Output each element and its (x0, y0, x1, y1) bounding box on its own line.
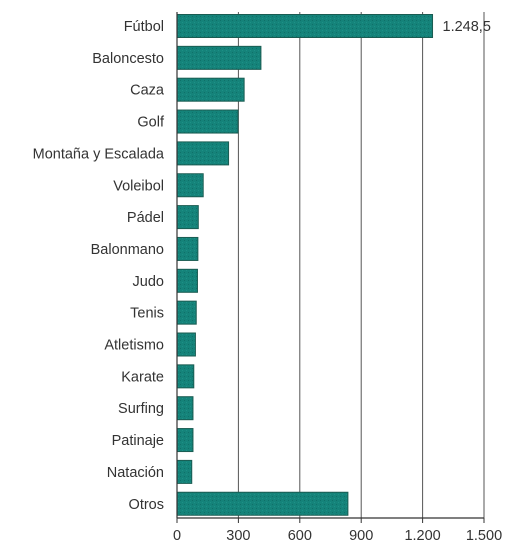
bar-2 (176, 77, 245, 102)
bar-15 (176, 491, 349, 516)
data-label-0: 1.248,5 (443, 19, 491, 35)
category-label-13: Patinaje (112, 433, 164, 449)
category-label-3: Golf (137, 115, 165, 131)
bar-0 (176, 14, 434, 38)
bar-1 (176, 45, 262, 70)
category-label-8: Judo (133, 274, 164, 290)
category-labels: Fútbol Baloncesto Caza Golf Montaña y Escala… (33, 19, 165, 513)
bar-11 (176, 364, 195, 389)
bar-13 (176, 428, 194, 453)
bar-12 (176, 396, 194, 421)
bar-7 (176, 236, 199, 261)
tick-label-2: 600 (288, 528, 312, 544)
category-label-4: Montaña y Escalada (33, 146, 165, 162)
category-label-9: Tenis (130, 306, 164, 322)
category-label-7: Balonmano (91, 242, 164, 258)
category-label-0: Fútbol (124, 19, 164, 35)
category-label-15: Otros (129, 497, 164, 513)
bar-4 (176, 141, 230, 166)
tick-label-0: 0 (173, 528, 181, 544)
tick-label-4: 1.200 (404, 528, 440, 544)
category-label-10: Atletismo (104, 338, 164, 354)
bar-3 (176, 109, 239, 134)
bar-5 (176, 173, 204, 198)
category-label-12: Surfing (118, 401, 164, 417)
category-label-1: Baloncesto (92, 51, 164, 67)
category-label-6: Pádel (127, 210, 164, 226)
x-axis: 0 300 600 900 1.200 1.500 (173, 12, 502, 544)
bar-10 (176, 332, 196, 357)
bar-8 (176, 268, 198, 293)
tick-label-5: 1.500 (466, 528, 502, 544)
bar-9 (176, 300, 197, 325)
bar-14 (176, 459, 193, 484)
category-label-5: Voleibol (113, 178, 164, 194)
category-label-14: Natación (107, 465, 164, 481)
grid-lines (237, 12, 485, 518)
bars (176, 14, 434, 516)
bar-6 (176, 205, 199, 230)
tick-label-1: 300 (226, 528, 250, 544)
data-labels: 1.248,5 (443, 19, 491, 35)
tick-label-3: 900 (349, 528, 373, 544)
category-label-2: Caza (130, 83, 165, 99)
category-label-11: Karate (121, 369, 164, 385)
